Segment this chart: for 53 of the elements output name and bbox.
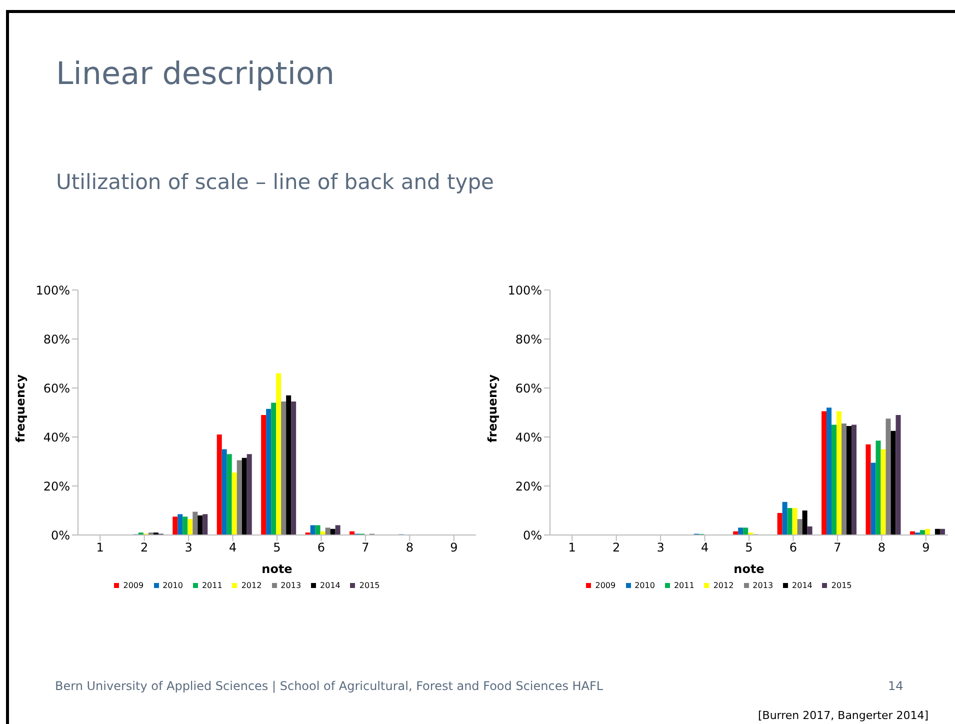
x-tick-label: 1 <box>568 540 576 555</box>
x-tick-label: 1 <box>96 540 104 555</box>
y-tick-label: 20% <box>515 479 542 494</box>
x-tick-label: 5 <box>273 540 281 555</box>
legend-label: 2011 <box>674 581 694 590</box>
x-tick-label: 2 <box>612 540 620 555</box>
y-tick-label: 40% <box>515 430 542 444</box>
y-tick-label: 40% <box>43 430 70 444</box>
x-tick-label: 7 <box>834 540 842 555</box>
legend-label: 2014 <box>792 581 812 590</box>
y-tick-label: 0% <box>50 528 70 542</box>
x-tick-label: 4 <box>700 540 709 555</box>
legend-label: 2009 <box>595 581 616 590</box>
x-tick-label: 9 <box>450 540 458 555</box>
x-tick-label: 3 <box>184 540 192 555</box>
chart-title: Linear description <box>56 56 335 92</box>
y-tick-label: 80% <box>43 332 70 346</box>
legend-label: 2011 <box>202 581 222 590</box>
x-tick-label: 6 <box>789 540 798 555</box>
y-tick-label: 60% <box>43 381 70 396</box>
y-tick-label: 20% <box>43 479 70 494</box>
legend-label: 2010 <box>162 581 183 590</box>
y-axis-title: frequency <box>485 374 500 442</box>
x-tick-label: 2 <box>140 540 148 555</box>
legend-label: 2015 <box>359 581 380 590</box>
legend-label: 2012 <box>241 581 262 590</box>
x-axis-title: note <box>262 562 292 576</box>
y-tick-label: 80% <box>515 332 542 346</box>
y-tick-label: 0% <box>522 528 542 542</box>
x-tick-label: 3 <box>656 540 664 555</box>
y-tick-label: 100% <box>508 283 542 298</box>
text: 14 <box>888 679 904 693</box>
text: [Burren 2017, Bangerter 2014] <box>758 709 929 722</box>
legend-label: 2013 <box>280 581 302 590</box>
x-tick-label: 4 <box>228 540 237 555</box>
x-tick-label: 8 <box>878 540 886 555</box>
x-tick-label: 8 <box>406 540 414 555</box>
legend-label: 2015 <box>831 581 852 590</box>
text: Bern University of Applied Sciences | School of Agricultural, Forest and Food Sciences HAFL <box>55 679 604 693</box>
x-tick-label: 7 <box>362 540 370 555</box>
chart-subtitle: Utilization of scale – line of back and type <box>56 170 494 194</box>
legend-label: 2009 <box>123 581 144 590</box>
legend-label: 2014 <box>320 581 340 590</box>
legend-label: 2012 <box>713 581 734 590</box>
legend-label: 2013 <box>752 581 774 590</box>
y-tick-label: 100% <box>36 283 70 298</box>
y-axis-title: frequency <box>13 374 28 442</box>
legend-label: 2010 <box>634 581 655 590</box>
x-tick-label: 5 <box>745 540 753 555</box>
x-tick-label: 6 <box>317 540 326 555</box>
x-axis-title: note <box>734 562 764 576</box>
x-tick-label: 9 <box>922 540 930 555</box>
y-tick-label: 60% <box>515 381 542 396</box>
